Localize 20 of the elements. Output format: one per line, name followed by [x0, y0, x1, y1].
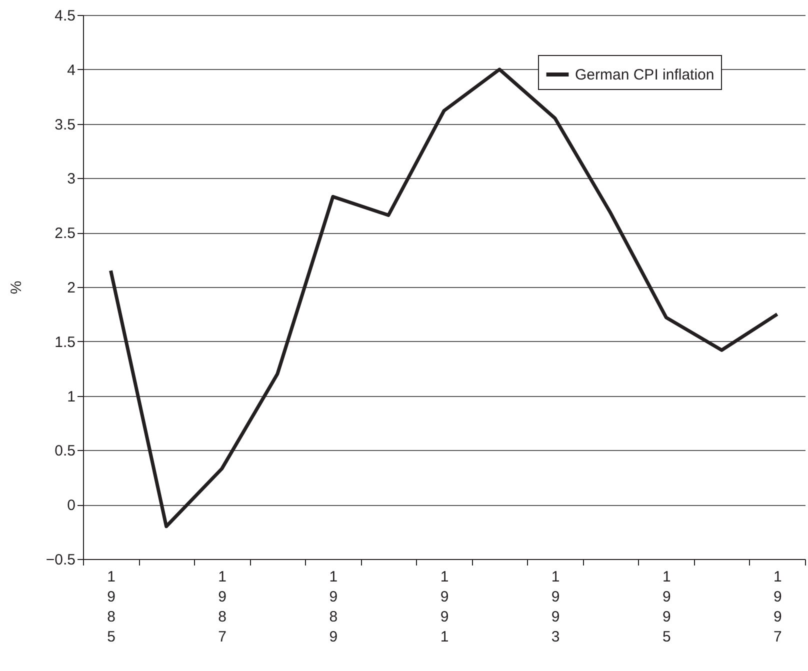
y-tick-label: 2: [67, 280, 76, 296]
y-tick-label: 3: [67, 170, 76, 188]
x-tick-label: 1995: [662, 568, 671, 646]
y-tick-label: 2.5: [54, 225, 76, 242]
y-tick-label: 3.5: [54, 116, 76, 134]
x-tick-label: 1997: [774, 568, 782, 646]
y-tick-label: 1: [67, 388, 76, 406]
x-tick-label: 1993: [551, 568, 560, 646]
y-tick-label: 4.5: [54, 8, 76, 24]
x-tick-label: 1985: [107, 568, 116, 646]
y-tick-label: 0: [67, 497, 76, 514]
x-tick-label: 1989: [329, 568, 338, 646]
x-tick-label: 1987: [218, 568, 227, 646]
legend-label: German CPI inflation: [575, 66, 714, 84]
y-tick-label: 0.5: [54, 442, 76, 460]
y-tick-label: −0.5: [46, 552, 76, 568]
y-axis-title: %: [8, 280, 25, 294]
x-tick-label: 1991: [440, 568, 449, 646]
y-tick-label: 4: [67, 62, 76, 79]
y-tick-label: 1.5: [54, 334, 76, 351]
